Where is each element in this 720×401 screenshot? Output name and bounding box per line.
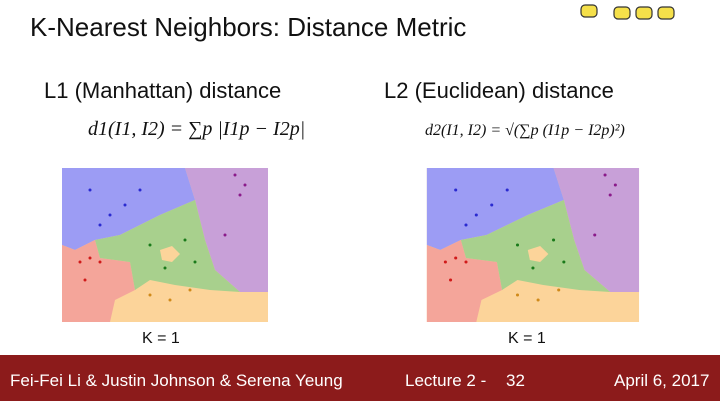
right-heading: L2 (Euclidean) distance [384,78,614,103]
l2-formula: d2(I1, I2) = √(∑p (I1p − I2p)²) [425,122,625,139]
left-heading: L1 (Manhattan) distance [44,78,282,103]
icons [580,4,675,20]
l1-formula: d1(I1, I2) = ∑p |I1p − I2p| [88,118,306,140]
footer-bar [0,355,720,401]
footer-authors: Fei-Fei Li & Justin Johnson & Serena Yeu… [10,371,343,390]
footer-page: 32 [506,371,525,390]
left-caption: K = 1 [142,330,180,347]
slide-title: K-Nearest Neighbors: Distance Metric [30,12,467,42]
right-caption: K = 1 [508,330,546,347]
decision-regions [62,168,640,322]
footer-lecture: Lecture 2 - [405,371,487,390]
footer-date: April 6, 2017 [614,371,710,390]
